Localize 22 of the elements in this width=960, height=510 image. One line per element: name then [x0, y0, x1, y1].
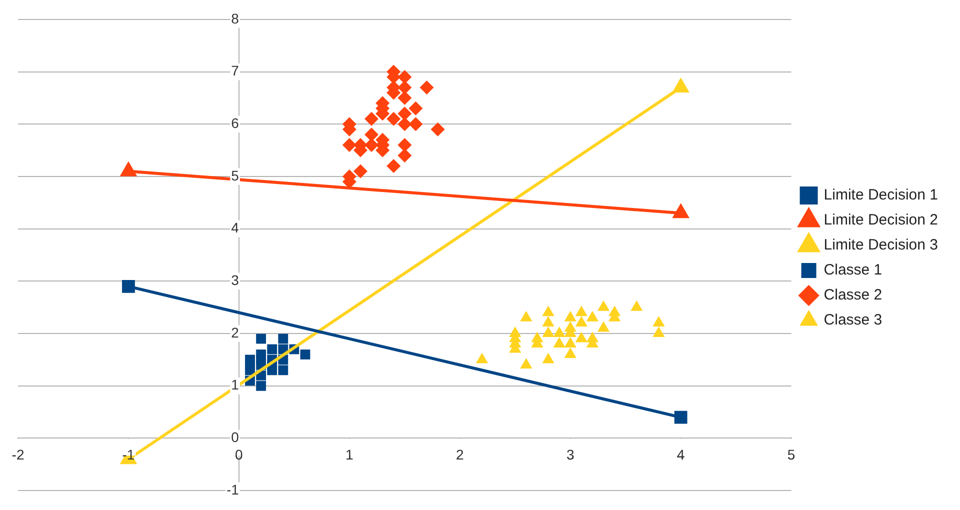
y-tick-label: 5 [231, 167, 240, 184]
legend-label: Classe 3 [824, 312, 882, 329]
x-tick-label: 4 [676, 446, 685, 463]
y-tick-label: 2 [231, 324, 240, 340]
y-tick-label: 1 [231, 376, 240, 393]
y-tick-label: 4 [231, 220, 240, 236]
x-tick-label: 2 [456, 446, 464, 463]
x-tick-label: -2 [12, 446, 24, 463]
legend-label: Limite Decision 3 [824, 236, 938, 254]
y-tick-label: 6 [231, 114, 240, 131]
legend-label: Classe 2 [824, 286, 882, 304]
x-tick-label: 3 [566, 446, 574, 463]
y-tick-label: 0 [231, 429, 240, 446]
y-tick-label: 3 [231, 272, 240, 288]
legend-label: Limite Decision 1 [824, 186, 938, 204]
legend-label: Limite Decision 2 [824, 212, 938, 229]
x-tick-label: 1 [346, 446, 354, 463]
x-tick-label: 5 [787, 446, 796, 463]
legend-label: Classe 1 [824, 262, 882, 279]
y-tick-label: -1 [226, 481, 240, 498]
y-tick-label: 8 [231, 10, 240, 26]
y-tick-label: 7 [231, 62, 240, 79]
